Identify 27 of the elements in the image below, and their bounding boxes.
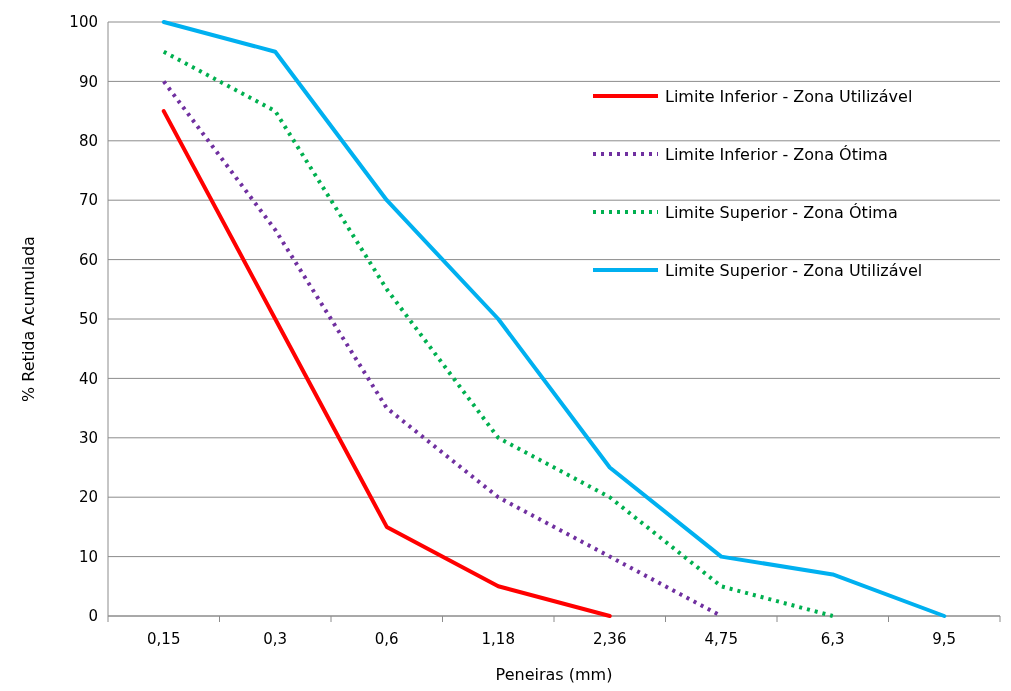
y-tick-label: 70 <box>78 191 98 210</box>
y-tick-label: 50 <box>78 310 98 329</box>
line-series <box>161 109 612 618</box>
y-tick-label: 20 <box>78 488 98 507</box>
y-tick-label: 30 <box>78 429 98 448</box>
legend-label: Limite Inferior - Zona Utilizável <box>665 86 913 106</box>
x-tick-label: 0,3 <box>263 630 288 648</box>
y-tick-label: 10 <box>78 547 98 566</box>
x-tick-label: 9,5 <box>932 630 957 648</box>
x-tick-label: 1,18 <box>481 630 515 648</box>
line-series <box>161 20 947 618</box>
legend-label: Limite Superior - Zona Ótima <box>665 202 898 222</box>
y-tick-label: 0 <box>88 607 98 626</box>
y-tick-label: 90 <box>78 72 98 91</box>
y-tick-label: 40 <box>78 369 98 388</box>
y-tick-label: 100 <box>69 13 98 32</box>
x-tick-label: 0,6 <box>374 630 399 648</box>
x-tick-label: 4,75 <box>704 630 738 648</box>
legend-label: Limite Inferior - Zona Ótima <box>665 144 888 164</box>
x-tick-label: 2,36 <box>593 630 627 648</box>
x-tick-label: 0,15 <box>147 630 181 648</box>
y-tick-label: 80 <box>78 132 98 151</box>
y-tick-label: 60 <box>78 250 98 269</box>
legend-label: Limite Superior - Zona Utilizável <box>665 260 923 280</box>
y-axis-title: % Retida Acumulada <box>19 236 38 402</box>
x-axis-title: Peneiras (mm) <box>495 665 613 684</box>
x-tick-label: 6,3 <box>820 630 845 648</box>
